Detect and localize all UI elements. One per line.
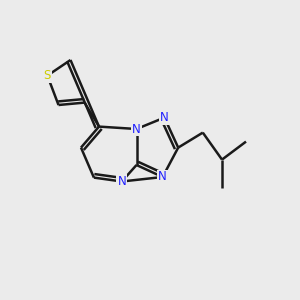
Text: S: S xyxy=(44,69,51,82)
Text: N: N xyxy=(160,111,169,124)
Text: N: N xyxy=(117,175,126,188)
Text: N: N xyxy=(132,122,141,136)
Text: N: N xyxy=(158,170,167,184)
